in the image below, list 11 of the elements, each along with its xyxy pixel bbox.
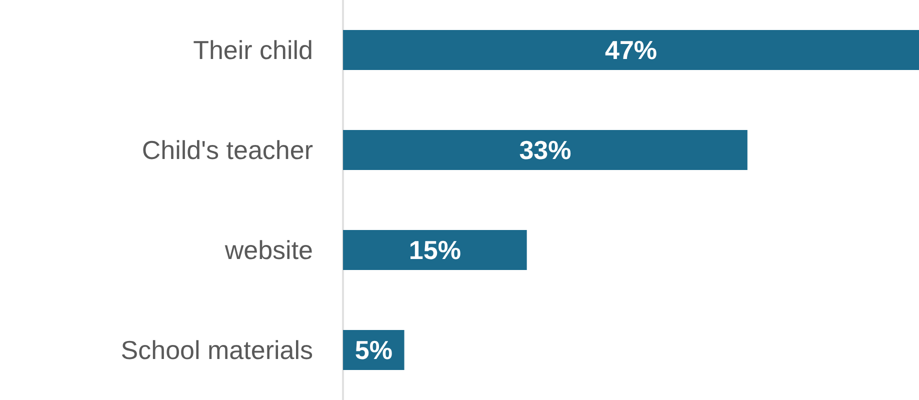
y-tick-label: website	[224, 235, 313, 265]
y-tick-label: Child's teacher	[142, 135, 314, 165]
bar	[343, 30, 919, 70]
bar	[343, 230, 527, 270]
y-tick-label: School materials	[120, 335, 313, 365]
bar	[343, 130, 748, 170]
data-label: 5%	[354, 335, 392, 365]
data-label: 47%	[604, 35, 658, 65]
data-label: 15%	[408, 235, 461, 265]
data-label: 33%	[519, 135, 572, 165]
y-tick-label: Their child	[193, 35, 313, 65]
